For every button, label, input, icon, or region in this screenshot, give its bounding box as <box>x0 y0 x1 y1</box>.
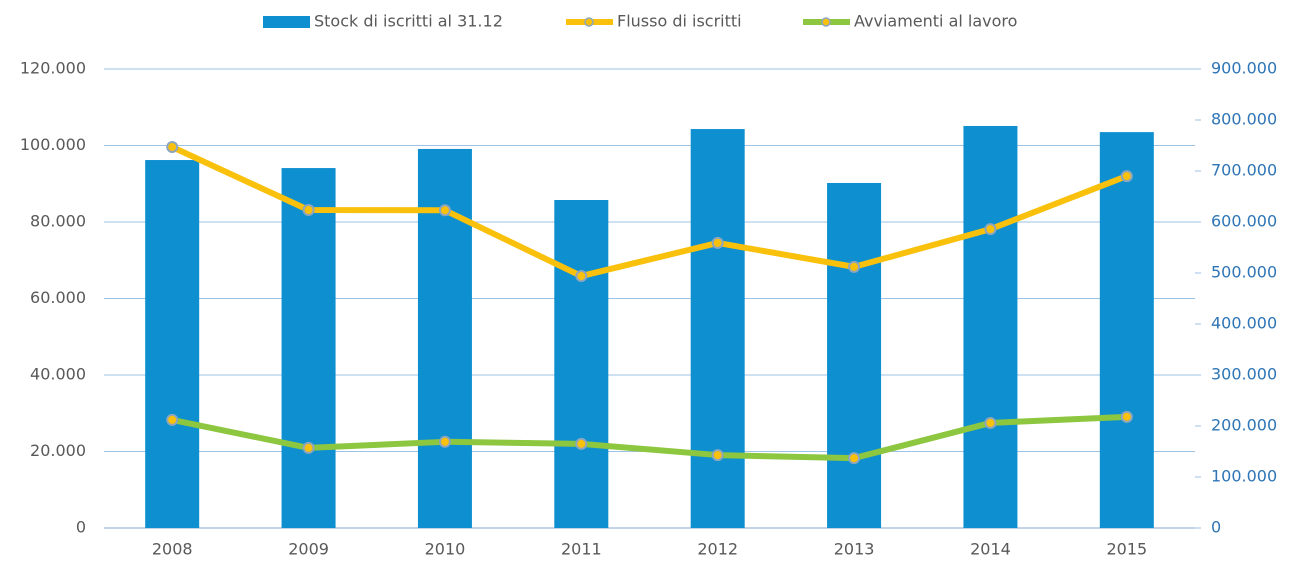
legend-marker <box>584 17 594 27</box>
y-tick-label: 60.000 <box>30 288 86 307</box>
bar <box>554 200 609 528</box>
y2-tick-label: 200.000 <box>1211 416 1277 435</box>
x-tick-label: 2012 <box>697 540 738 559</box>
marker <box>575 270 588 283</box>
marker <box>711 236 724 249</box>
bar <box>1099 132 1154 529</box>
bar <box>827 182 882 529</box>
y2-tick-label: 500.000 <box>1211 263 1277 282</box>
x-tick-label: 2014 <box>970 540 1011 559</box>
marker <box>166 141 179 154</box>
line <box>170 144 1128 280</box>
bar <box>145 160 200 528</box>
marker <box>575 437 588 450</box>
legend-marker <box>821 17 831 27</box>
marker <box>302 204 315 217</box>
y2-tick-label: 400.000 <box>1211 314 1277 333</box>
marker <box>711 449 724 462</box>
y-tick-label: 20.000 <box>30 441 86 460</box>
line <box>171 413 1127 462</box>
y2-tick-label: 700.000 <box>1211 161 1277 180</box>
y2-tick-label: 600.000 <box>1211 212 1277 231</box>
marker <box>984 223 997 236</box>
x-tick-label: 2010 <box>425 540 466 559</box>
legend-label: Flusso di iscritti <box>617 12 742 31</box>
y2-tick-label: 100.000 <box>1211 467 1277 486</box>
y2-tick-label: 300.000 <box>1211 365 1277 384</box>
marker <box>1120 410 1133 423</box>
marker <box>1120 170 1133 183</box>
x-tick-label: 2013 <box>834 540 875 559</box>
y-tick-label: 120.000 <box>20 59 86 78</box>
marker <box>302 441 315 454</box>
bar <box>281 168 336 528</box>
y2-tick-label: 800.000 <box>1211 110 1277 129</box>
y2-tick-label: 0 <box>1211 518 1221 537</box>
legend-label: Stock di iscritti al 31.12 <box>314 12 503 31</box>
marker <box>438 435 451 448</box>
bar <box>963 125 1018 529</box>
y-tick-label: 80.000 <box>30 212 86 231</box>
y-tick-label: 0 <box>76 518 86 537</box>
marker <box>848 260 861 273</box>
legend-label: Avviamenti al lavoro <box>854 12 1017 31</box>
x-tick-label: 2009 <box>288 540 329 559</box>
y2-tick-label: 900.000 <box>1211 59 1277 78</box>
y-tick-label: 100.000 <box>20 135 86 154</box>
y-tick-label: 40.000 <box>30 365 86 384</box>
bar <box>690 129 745 529</box>
x-tick-label: 2008 <box>152 540 193 559</box>
marker <box>848 452 861 465</box>
x-tick-label: 2011 <box>561 540 602 559</box>
x-tick-label: 2015 <box>1106 540 1147 559</box>
legend-swatch <box>263 16 310 28</box>
marker <box>984 416 997 429</box>
marker <box>438 204 451 217</box>
marker <box>166 413 179 426</box>
